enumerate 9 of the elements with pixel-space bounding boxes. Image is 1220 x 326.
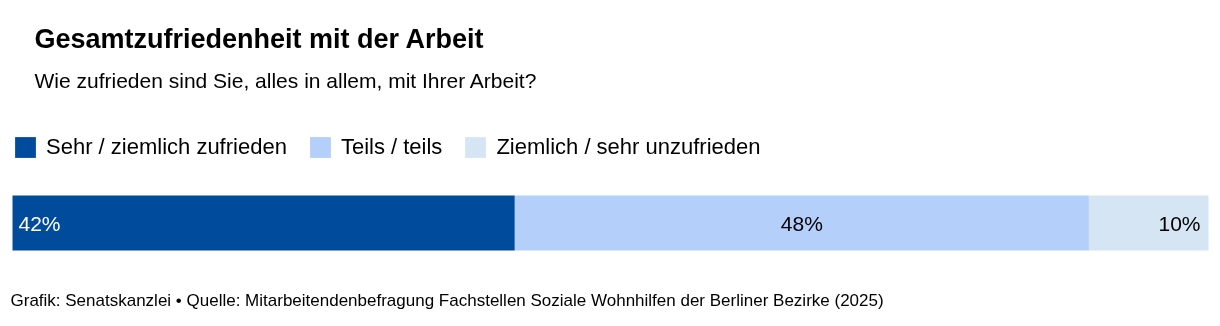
- data-label: 42%: [18, 211, 61, 235]
- data-label: 10%: [1158, 211, 1201, 235]
- legend-label: Teils / teils: [340, 134, 443, 160]
- legend-label: Sehr / ziemlich zufrieden: [46, 134, 287, 160]
- legend-label: Ziemlich / sehr unzufrieden: [496, 134, 761, 160]
- chart-title: Gesamtzufriedenheit mit der Arbeit: [34, 23, 484, 54]
- chart-subtitle: Wie zufrieden sind Sie, alles in allem, mit Ihrer Arbeit?: [34, 69, 537, 92]
- text: Grafik: Senatskanzlei • Quelle: Mitarbeitendenbefragung Fachstellen Soziale Wohnhilfen der Berliner Bezirke (2025): [10, 291, 884, 310]
- data-label: 48%: [780, 211, 823, 235]
